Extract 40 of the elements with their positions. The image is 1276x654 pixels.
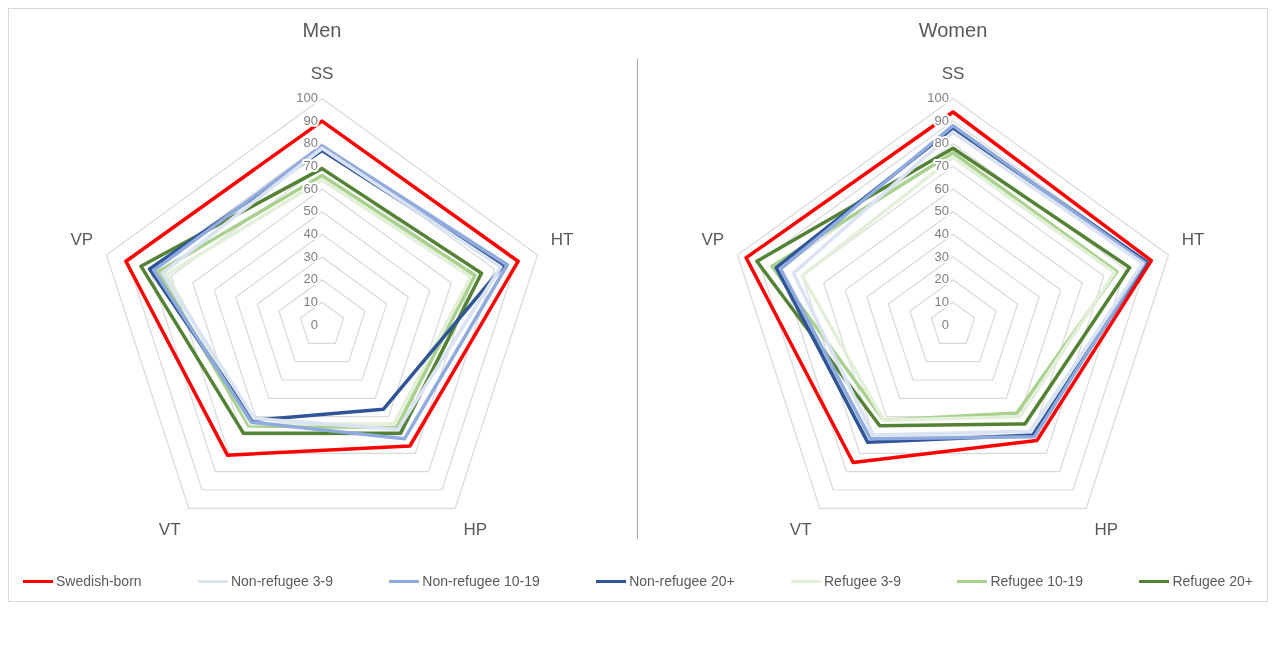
spoke-label: HT: [550, 230, 574, 250]
y-tick-label: 90: [303, 112, 318, 128]
spoke-label: VT: [158, 519, 181, 539]
chart-title: Men: [302, 18, 342, 41]
spoke-label: HP: [1094, 519, 1119, 539]
legend-label: Refugee 3-9: [824, 573, 902, 589]
legend-label: Refugee 10-19: [990, 573, 1084, 589]
legend-label: Refugee 20+: [1172, 573, 1253, 589]
y-tick-label: 0: [941, 316, 949, 332]
y-tick-label: 70: [934, 157, 949, 173]
legend-label: Non-refugee 3-9: [230, 573, 333, 589]
legend-label: Non-refugee 10-19: [422, 573, 540, 589]
y-tick-label: 30: [934, 248, 949, 264]
y-tick-label: 10: [934, 293, 949, 309]
y-tick-label: 100: [927, 89, 949, 105]
y-tick-label: 60: [934, 180, 949, 196]
legend-label: Swedish-born: [56, 573, 142, 589]
spoke-label: SS: [941, 63, 965, 83]
y-tick-label: 20: [934, 271, 949, 287]
spoke-label: VP: [70, 230, 94, 250]
chart-title: Women: [918, 18, 988, 41]
y-tick-label: 40: [303, 225, 318, 241]
spoke-label: HT: [1181, 230, 1205, 250]
y-tick-label: 100: [296, 89, 318, 105]
y-tick-label: 50: [934, 203, 949, 219]
y-tick-label: 80: [934, 135, 949, 151]
legend-label: Non-refugee 20+: [629, 573, 735, 589]
spoke-label: HP: [463, 519, 488, 539]
y-tick-label: 50: [303, 203, 318, 219]
spoke-label: VP: [701, 230, 725, 250]
y-tick-label: 20: [303, 271, 318, 287]
spoke-label: VT: [789, 519, 812, 539]
y-tick-label: 70: [303, 157, 318, 173]
y-tick-label: 0: [310, 316, 318, 332]
y-tick-label: 40: [934, 225, 949, 241]
y-tick-label: 10: [303, 293, 318, 309]
y-tick-label: 80: [303, 135, 318, 151]
y-tick-label: 30: [303, 248, 318, 264]
spoke-label: SS: [310, 63, 334, 83]
y-tick-label: 60: [303, 180, 318, 196]
